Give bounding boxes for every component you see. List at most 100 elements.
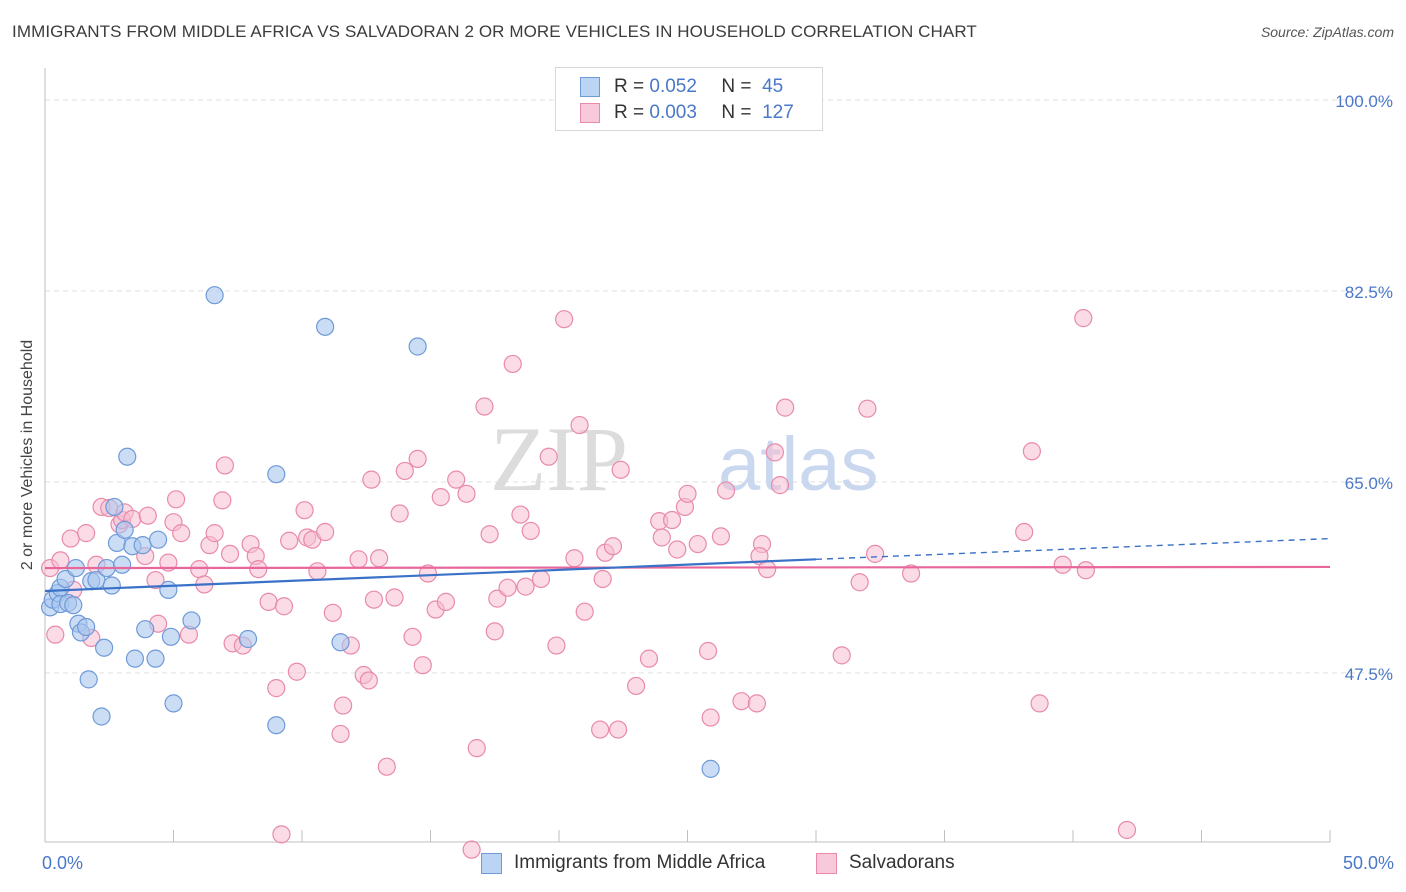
legend-r-value-blue: 0.052 <box>649 76 697 97</box>
point-salvadorans <box>390 504 409 523</box>
point-salvadorans <box>413 656 432 675</box>
point-salvadorans <box>362 470 381 489</box>
point-salvadorans <box>732 692 751 711</box>
point-salvadorans <box>431 488 450 507</box>
point-salvadorans <box>215 456 234 475</box>
point-salvadorans <box>850 573 869 592</box>
trend-line-middle-africa-projection <box>815 537 1331 561</box>
point-salvadorans <box>205 524 224 543</box>
point-middle-africa <box>316 317 335 336</box>
point-salvadorans <box>901 564 921 583</box>
point-middle-africa <box>79 670 98 689</box>
point-salvadorans <box>46 625 65 644</box>
point-salvadorans <box>701 708 720 727</box>
point-salvadorans <box>591 720 610 739</box>
point-salvadorans <box>770 476 790 495</box>
point-salvadorans <box>747 694 766 713</box>
watermark-zip: ZIP <box>490 408 628 510</box>
point-salvadorans <box>652 528 671 547</box>
point-salvadorans <box>1074 309 1093 328</box>
point-salvadorans <box>662 510 682 530</box>
point-salvadorans <box>166 490 186 509</box>
trend-lines <box>44 537 1331 593</box>
point-salvadorans <box>359 671 378 690</box>
point-salvadorans <box>308 562 327 581</box>
point-middle-africa <box>408 337 427 356</box>
point-middle-africa <box>161 627 181 646</box>
point-salvadorans <box>765 443 784 462</box>
point-middle-africa <box>159 580 178 599</box>
point-salvadorans <box>832 646 851 665</box>
legend-r-label: R = <box>614 76 645 97</box>
point-salvadorans <box>280 531 299 550</box>
point-middle-africa <box>267 716 286 735</box>
legend-n-value-blue: 45 <box>762 76 784 97</box>
point-salvadorans <box>570 415 589 435</box>
point-middle-africa <box>238 629 258 649</box>
point-salvadorans <box>511 505 530 524</box>
point-salvadorans <box>364 590 384 609</box>
trend-line-salvadorans <box>44 565 1331 570</box>
point-salvadorans <box>190 560 209 579</box>
legend-n-value-pink: 127 <box>762 102 794 123</box>
point-salvadorans <box>1076 561 1095 580</box>
point-salvadorans <box>539 447 558 466</box>
series-legend: Immigrants from Middle Africa Salvadoran… <box>0 852 1406 878</box>
point-salvadorans <box>711 527 731 546</box>
point-salvadorans <box>295 501 314 520</box>
point-salvadorans <box>1030 694 1049 713</box>
point-salvadorans <box>349 550 368 569</box>
point-salvadorans <box>776 398 795 417</box>
point-salvadorans <box>485 622 504 641</box>
legend-label-salvadorans: Salvadorans <box>849 852 955 873</box>
point-salvadorans <box>274 597 294 616</box>
legend-item-middle-africa[interactable]: Immigrants from Middle Africa <box>481 852 765 874</box>
point-salvadorans <box>77 524 96 543</box>
point-middle-africa <box>701 759 720 778</box>
point-salvadorans <box>377 757 396 776</box>
legend-item-salvadorans[interactable]: Salvadorans <box>816 852 955 874</box>
point-middle-africa <box>105 497 124 517</box>
point-middle-africa <box>112 555 132 574</box>
x-tick-min: 0.0% <box>42 853 84 873</box>
legend-swatch-blue <box>481 852 502 874</box>
point-salvadorans <box>858 399 877 418</box>
point-salvadorans <box>403 627 422 646</box>
watermark-atlas: atlas <box>718 422 879 507</box>
point-middle-africa <box>102 576 121 595</box>
y-tick-label: 47.5% <box>1345 665 1393 684</box>
point-middle-africa <box>164 694 183 713</box>
point-salvadorans <box>462 840 481 859</box>
point-salvadorans <box>287 662 306 681</box>
point-middle-africa <box>146 649 165 668</box>
point-salvadorans <box>609 720 628 739</box>
legend-swatch-pink <box>580 103 600 123</box>
grid-lines <box>45 99 1393 674</box>
point-salvadorans <box>61 529 80 548</box>
point-salvadorans <box>51 551 70 570</box>
point-salvadorans <box>547 636 566 655</box>
source-credit: Source: ZipAtlas.com <box>1260 24 1394 40</box>
point-salvadorans <box>259 592 278 611</box>
point-salvadorans <box>521 521 540 541</box>
point-salvadorans <box>467 739 486 758</box>
series-middle-africa <box>41 286 720 778</box>
point-middle-africa <box>125 649 145 668</box>
point-salvadorans <box>531 569 551 589</box>
point-salvadorans <box>272 825 291 844</box>
point-salvadorans <box>639 649 659 668</box>
legend-r-label: R = <box>614 102 645 123</box>
point-salvadorans <box>668 540 687 559</box>
point-middle-africa <box>267 465 286 484</box>
watermark: ZIP atlas <box>490 408 879 510</box>
point-salvadorans <box>1022 442 1041 461</box>
point-salvadorans <box>267 679 286 698</box>
point-salvadorans <box>475 397 494 416</box>
point-middle-africa <box>182 611 201 630</box>
correlation-legend: R = 0.052 N = 45 R = 0.003 N = 127 <box>555 67 823 131</box>
point-salvadorans <box>138 506 157 525</box>
point-salvadorans <box>418 564 438 583</box>
legend-n-label: N = <box>721 76 752 97</box>
legend-r-value-pink: 0.003 <box>649 102 697 123</box>
